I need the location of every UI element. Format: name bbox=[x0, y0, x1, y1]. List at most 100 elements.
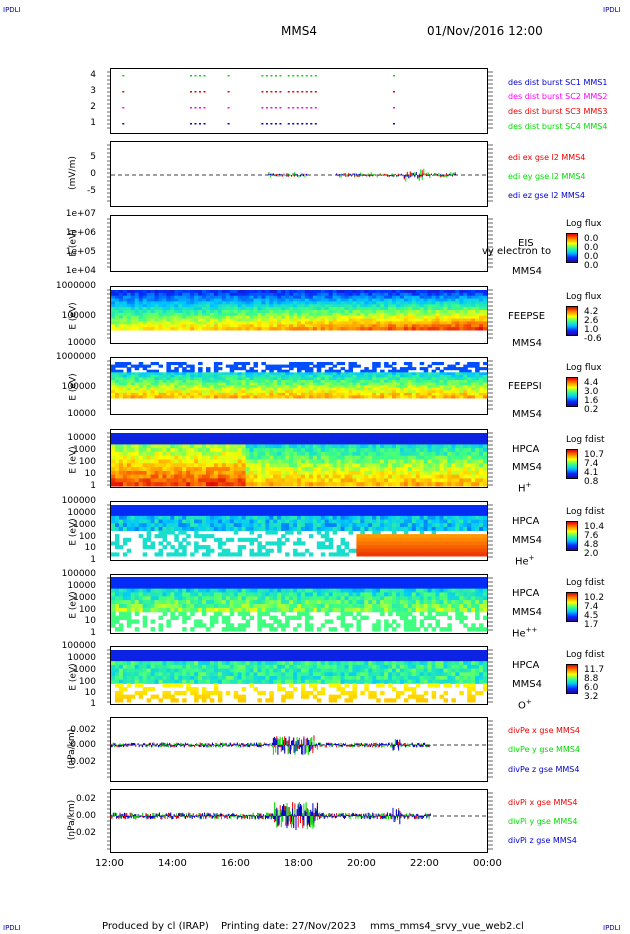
feepse-cell bbox=[146, 295, 152, 300]
hpca-h-cell bbox=[130, 433, 136, 438]
hpca-he-cell bbox=[241, 505, 247, 510]
feepsi-cell bbox=[217, 390, 223, 394]
hpca-he-cell bbox=[332, 523, 338, 528]
hpca-h-cell bbox=[166, 448, 171, 453]
hpca-he-cell bbox=[202, 515, 207, 520]
feepsi-cell bbox=[332, 387, 338, 391]
hpca-h-tick-3: 100 bbox=[78, 457, 96, 467]
feepsi-cell bbox=[324, 374, 330, 378]
hpca-h-cell bbox=[202, 474, 207, 479]
hpca-h-cell bbox=[415, 459, 421, 464]
feepse-cell bbox=[471, 321, 476, 325]
feepse-cell bbox=[320, 298, 326, 302]
feepsi-cell bbox=[324, 369, 330, 373]
feepsi-cell bbox=[206, 380, 211, 384]
feepse-cell bbox=[332, 321, 338, 325]
hpca-h-cell bbox=[364, 451, 369, 457]
eis-label: EIS bbox=[518, 238, 534, 249]
feepse-cell bbox=[249, 292, 254, 297]
feepsi-cell bbox=[364, 382, 369, 386]
feepse-cell bbox=[376, 304, 381, 308]
feepse-cell bbox=[237, 324, 243, 328]
hpca-h-cell bbox=[451, 451, 456, 457]
hpca-h-cell bbox=[376, 482, 381, 487]
hpca-h-cell bbox=[455, 474, 460, 479]
feepsi-cell bbox=[328, 395, 334, 399]
hpca-he-cell bbox=[356, 505, 361, 510]
hpca-h-cell bbox=[261, 433, 266, 438]
feepsi-cell bbox=[285, 364, 290, 368]
feepsi-cell bbox=[479, 387, 484, 391]
feepsi-cell bbox=[415, 387, 421, 391]
feepse-cell bbox=[190, 307, 195, 311]
hpca-h-cell bbox=[388, 482, 393, 487]
hpca-h-cell bbox=[130, 470, 136, 476]
feepsi-cell bbox=[451, 385, 456, 389]
hpca-he-cell bbox=[126, 515, 132, 520]
hpca-h-cell bbox=[344, 440, 349, 445]
hpca-he-cell bbox=[233, 508, 239, 513]
hpca-he-cell bbox=[293, 512, 298, 517]
feepse-cell bbox=[202, 304, 207, 308]
feepse-cell bbox=[277, 327, 282, 331]
feepsi-cell bbox=[431, 392, 437, 396]
hpca-h-cell bbox=[376, 478, 381, 483]
hpca-h-cell bbox=[111, 451, 116, 457]
feepsi-cell bbox=[166, 364, 171, 368]
hpca-h-cell bbox=[190, 455, 195, 460]
divpe-legend-y: divPe y gse MMS4 bbox=[508, 745, 580, 754]
feepse-cell bbox=[241, 298, 247, 302]
hpca-h-cell bbox=[435, 455, 440, 460]
hpca-h-cell bbox=[451, 478, 456, 483]
feepsi-cell bbox=[340, 395, 346, 399]
feepsi-cell bbox=[320, 377, 326, 381]
feepsi-cell bbox=[170, 372, 175, 376]
feepsi-cell bbox=[281, 377, 286, 381]
feepsi-cell bbox=[209, 395, 215, 399]
feepse-cell bbox=[277, 307, 282, 311]
feepse-cell bbox=[388, 298, 393, 302]
feepse-cell bbox=[253, 327, 258, 331]
hpca-h-cell bbox=[388, 459, 393, 464]
feepsi-cell bbox=[332, 364, 338, 368]
feepsi-cell bbox=[217, 377, 223, 381]
feepse-cell bbox=[162, 304, 167, 308]
hpca-h-cell bbox=[146, 463, 152, 468]
feepse-cell bbox=[443, 295, 448, 300]
feepse-cell bbox=[269, 321, 274, 325]
feepsi-cell bbox=[233, 380, 239, 384]
hpca-h-cell bbox=[427, 451, 433, 457]
feepse-cell bbox=[471, 301, 476, 305]
feepse-cell bbox=[320, 312, 326, 317]
feepse-cell bbox=[221, 315, 227, 320]
hpca-h-cell bbox=[162, 436, 167, 442]
hpca-he-cell bbox=[360, 526, 365, 531]
feepsi-cell bbox=[392, 395, 397, 399]
feepse-cell bbox=[316, 324, 322, 328]
feepse-cell bbox=[158, 292, 163, 297]
feepsi-cell bbox=[348, 362, 353, 366]
feepsi-cell bbox=[213, 372, 219, 376]
feepse-cell bbox=[455, 307, 460, 311]
hpca-h-cell bbox=[154, 482, 159, 487]
hpca-h-cell bbox=[142, 474, 148, 479]
hpca-h-cell bbox=[237, 478, 243, 483]
feepse-cell bbox=[158, 298, 163, 302]
feepse-cell bbox=[142, 307, 148, 311]
feepse-cell bbox=[182, 315, 187, 320]
hpca-h-cell bbox=[312, 470, 318, 476]
feepse-cell bbox=[344, 307, 349, 311]
hpca-he-cell bbox=[146, 505, 152, 510]
feepse-cell bbox=[166, 290, 171, 294]
feepse-cell bbox=[372, 295, 377, 300]
hpca-h-cell bbox=[301, 436, 306, 442]
feepsi-cell bbox=[249, 382, 254, 386]
hpca-he-cell bbox=[269, 541, 274, 546]
hpca-h-cell bbox=[134, 455, 140, 460]
hpca-h-cell bbox=[142, 463, 148, 468]
hpca-h-cell bbox=[245, 482, 251, 487]
feepsi-cell bbox=[253, 390, 258, 394]
feepsi-cell bbox=[475, 382, 480, 386]
hpca-h-cell bbox=[138, 440, 144, 445]
feepse-cell bbox=[459, 290, 464, 294]
